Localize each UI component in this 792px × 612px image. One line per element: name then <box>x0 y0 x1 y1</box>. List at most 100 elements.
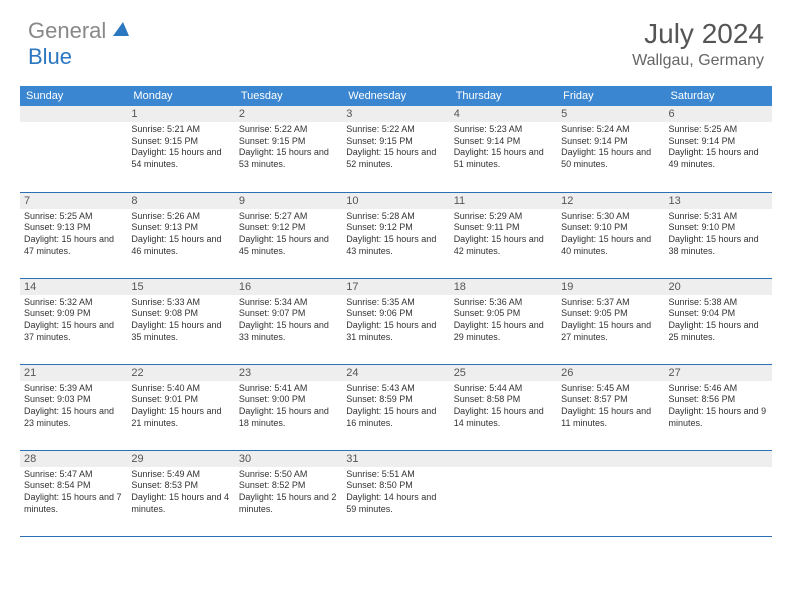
calendar-body: 1Sunrise: 5:21 AMSunset: 9:15 PMDaylight… <box>20 106 772 536</box>
calendar-day-cell <box>450 450 557 536</box>
day-number: 14 <box>20 279 127 295</box>
day-number <box>557 451 664 467</box>
day-details: Sunrise: 5:44 AMSunset: 8:58 PMDaylight:… <box>450 381 557 434</box>
day-number: 10 <box>342 193 449 209</box>
day-details <box>557 467 664 473</box>
header: General July 2024 Wallgau, Germany <box>0 0 792 78</box>
calendar-week-row: 1Sunrise: 5:21 AMSunset: 9:15 PMDaylight… <box>20 106 772 192</box>
day-number: 7 <box>20 193 127 209</box>
calendar-day-cell <box>665 450 772 536</box>
day-details: Sunrise: 5:30 AMSunset: 9:10 PMDaylight:… <box>557 209 664 262</box>
calendar-day-cell: 13Sunrise: 5:31 AMSunset: 9:10 PMDayligh… <box>665 192 772 278</box>
day-details: Sunrise: 5:23 AMSunset: 9:14 PMDaylight:… <box>450 122 557 175</box>
calendar-day-cell: 26Sunrise: 5:45 AMSunset: 8:57 PMDayligh… <box>557 364 664 450</box>
calendar-day-cell: 2Sunrise: 5:22 AMSunset: 9:15 PMDaylight… <box>235 106 342 192</box>
calendar-day-cell: 29Sunrise: 5:49 AMSunset: 8:53 PMDayligh… <box>127 450 234 536</box>
calendar-day-cell: 5Sunrise: 5:24 AMSunset: 9:14 PMDaylight… <box>557 106 664 192</box>
calendar-day-cell: 25Sunrise: 5:44 AMSunset: 8:58 PMDayligh… <box>450 364 557 450</box>
calendar-table: SundayMondayTuesdayWednesdayThursdayFrid… <box>20 86 772 537</box>
day-details: Sunrise: 5:24 AMSunset: 9:14 PMDaylight:… <box>557 122 664 175</box>
calendar-week-row: 7Sunrise: 5:25 AMSunset: 9:13 PMDaylight… <box>20 192 772 278</box>
day-details: Sunrise: 5:46 AMSunset: 8:56 PMDaylight:… <box>665 381 772 434</box>
day-number: 27 <box>665 365 772 381</box>
calendar-day-cell: 12Sunrise: 5:30 AMSunset: 9:10 PMDayligh… <box>557 192 664 278</box>
day-number: 8 <box>127 193 234 209</box>
day-details: Sunrise: 5:40 AMSunset: 9:01 PMDaylight:… <box>127 381 234 434</box>
day-details: Sunrise: 5:25 AMSunset: 9:13 PMDaylight:… <box>20 209 127 262</box>
calendar-day-cell: 30Sunrise: 5:50 AMSunset: 8:52 PMDayligh… <box>235 450 342 536</box>
calendar-day-cell: 21Sunrise: 5:39 AMSunset: 9:03 PMDayligh… <box>20 364 127 450</box>
day-number: 6 <box>665 106 772 122</box>
day-number: 5 <box>557 106 664 122</box>
day-number: 25 <box>450 365 557 381</box>
day-number: 29 <box>127 451 234 467</box>
day-details: Sunrise: 5:51 AMSunset: 8:50 PMDaylight:… <box>342 467 449 520</box>
weekday-header: Wednesday <box>342 86 449 106</box>
title-block: July 2024 Wallgau, Germany <box>632 18 764 70</box>
day-details: Sunrise: 5:39 AMSunset: 9:03 PMDaylight:… <box>20 381 127 434</box>
calendar-day-cell: 1Sunrise: 5:21 AMSunset: 9:15 PMDaylight… <box>127 106 234 192</box>
calendar-week-row: 21Sunrise: 5:39 AMSunset: 9:03 PMDayligh… <box>20 364 772 450</box>
calendar-day-cell: 23Sunrise: 5:41 AMSunset: 9:00 PMDayligh… <box>235 364 342 450</box>
day-details: Sunrise: 5:22 AMSunset: 9:15 PMDaylight:… <box>235 122 342 175</box>
day-number: 22 <box>127 365 234 381</box>
calendar-day-cell: 3Sunrise: 5:22 AMSunset: 9:15 PMDaylight… <box>342 106 449 192</box>
calendar-day-cell: 9Sunrise: 5:27 AMSunset: 9:12 PMDaylight… <box>235 192 342 278</box>
day-details: Sunrise: 5:32 AMSunset: 9:09 PMDaylight:… <box>20 295 127 348</box>
day-details: Sunrise: 5:21 AMSunset: 9:15 PMDaylight:… <box>127 122 234 175</box>
calendar-day-cell: 31Sunrise: 5:51 AMSunset: 8:50 PMDayligh… <box>342 450 449 536</box>
day-details: Sunrise: 5:41 AMSunset: 9:00 PMDaylight:… <box>235 381 342 434</box>
month-title: July 2024 <box>632 18 764 50</box>
day-details: Sunrise: 5:26 AMSunset: 9:13 PMDaylight:… <box>127 209 234 262</box>
day-number: 3 <box>342 106 449 122</box>
calendar-day-cell: 15Sunrise: 5:33 AMSunset: 9:08 PMDayligh… <box>127 278 234 364</box>
day-number: 18 <box>450 279 557 295</box>
day-number: 16 <box>235 279 342 295</box>
weekday-header: Saturday <box>665 86 772 106</box>
day-details <box>665 467 772 473</box>
day-details: Sunrise: 5:22 AMSunset: 9:15 PMDaylight:… <box>342 122 449 175</box>
day-details: Sunrise: 5:38 AMSunset: 9:04 PMDaylight:… <box>665 295 772 348</box>
day-details: Sunrise: 5:27 AMSunset: 9:12 PMDaylight:… <box>235 209 342 262</box>
logo-text-blue: Blue <box>28 44 72 69</box>
day-number: 26 <box>557 365 664 381</box>
day-number: 17 <box>342 279 449 295</box>
calendar-day-cell <box>557 450 664 536</box>
weekday-header: Sunday <box>20 86 127 106</box>
day-number: 11 <box>450 193 557 209</box>
day-number: 2 <box>235 106 342 122</box>
calendar-day-cell <box>20 106 127 192</box>
day-details: Sunrise: 5:37 AMSunset: 9:05 PMDaylight:… <box>557 295 664 348</box>
day-number: 12 <box>557 193 664 209</box>
day-details: Sunrise: 5:49 AMSunset: 8:53 PMDaylight:… <box>127 467 234 520</box>
calendar-day-cell: 20Sunrise: 5:38 AMSunset: 9:04 PMDayligh… <box>665 278 772 364</box>
logo-sail-icon <box>111 20 131 43</box>
day-details: Sunrise: 5:25 AMSunset: 9:14 PMDaylight:… <box>665 122 772 175</box>
calendar-header-row: SundayMondayTuesdayWednesdayThursdayFrid… <box>20 86 772 106</box>
location-label: Wallgau, Germany <box>632 52 764 70</box>
calendar-day-cell: 22Sunrise: 5:40 AMSunset: 9:01 PMDayligh… <box>127 364 234 450</box>
calendar-day-cell: 17Sunrise: 5:35 AMSunset: 9:06 PMDayligh… <box>342 278 449 364</box>
day-details: Sunrise: 5:45 AMSunset: 8:57 PMDaylight:… <box>557 381 664 434</box>
day-details: Sunrise: 5:47 AMSunset: 8:54 PMDaylight:… <box>20 467 127 520</box>
calendar-week-row: 28Sunrise: 5:47 AMSunset: 8:54 PMDayligh… <box>20 450 772 536</box>
weekday-header: Friday <box>557 86 664 106</box>
day-number <box>20 106 127 122</box>
calendar-day-cell: 11Sunrise: 5:29 AMSunset: 9:11 PMDayligh… <box>450 192 557 278</box>
day-number: 31 <box>342 451 449 467</box>
day-details: Sunrise: 5:43 AMSunset: 8:59 PMDaylight:… <box>342 381 449 434</box>
day-details: Sunrise: 5:29 AMSunset: 9:11 PMDaylight:… <box>450 209 557 262</box>
weekday-header: Monday <box>127 86 234 106</box>
calendar-day-cell: 14Sunrise: 5:32 AMSunset: 9:09 PMDayligh… <box>20 278 127 364</box>
day-details: Sunrise: 5:35 AMSunset: 9:06 PMDaylight:… <box>342 295 449 348</box>
day-number: 19 <box>557 279 664 295</box>
calendar-day-cell: 28Sunrise: 5:47 AMSunset: 8:54 PMDayligh… <box>20 450 127 536</box>
day-number: 23 <box>235 365 342 381</box>
calendar-day-cell: 24Sunrise: 5:43 AMSunset: 8:59 PMDayligh… <box>342 364 449 450</box>
day-details: Sunrise: 5:28 AMSunset: 9:12 PMDaylight:… <box>342 209 449 262</box>
day-details: Sunrise: 5:36 AMSunset: 9:05 PMDaylight:… <box>450 295 557 348</box>
day-details: Sunrise: 5:31 AMSunset: 9:10 PMDaylight:… <box>665 209 772 262</box>
calendar-day-cell: 16Sunrise: 5:34 AMSunset: 9:07 PMDayligh… <box>235 278 342 364</box>
day-number: 24 <box>342 365 449 381</box>
calendar-day-cell: 18Sunrise: 5:36 AMSunset: 9:05 PMDayligh… <box>450 278 557 364</box>
